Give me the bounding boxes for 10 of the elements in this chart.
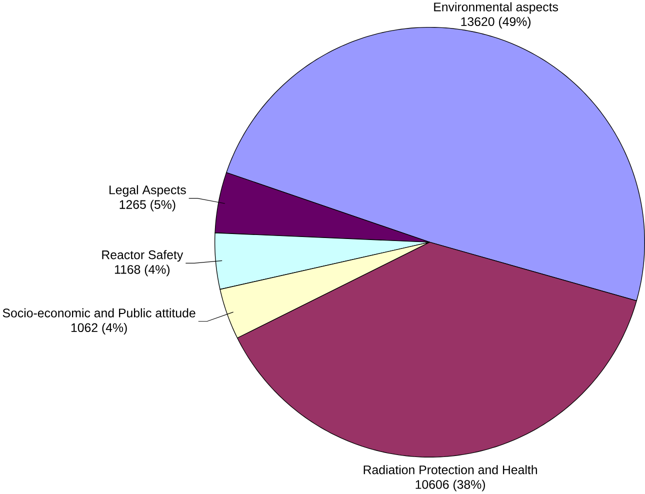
slice-label: Radiation Protection and Health <box>364 465 537 474</box>
slice-label: Legal Aspects <box>110 185 186 197</box>
slice-label: Reactor Safety <box>102 250 184 262</box>
data-label: 1062 (4%) <box>71 323 127 335</box>
data-label: 13620 (49%) <box>461 17 531 29</box>
slice-label: Environmental aspects <box>434 2 558 14</box>
data-label: 10606 (38%) <box>416 480 486 492</box>
slice-label: Socio-economic and Public attitude <box>2 308 196 318</box>
data-label: 1265 (5%) <box>120 200 176 212</box>
data-label: 1168 (4%) <box>114 264 170 277</box>
